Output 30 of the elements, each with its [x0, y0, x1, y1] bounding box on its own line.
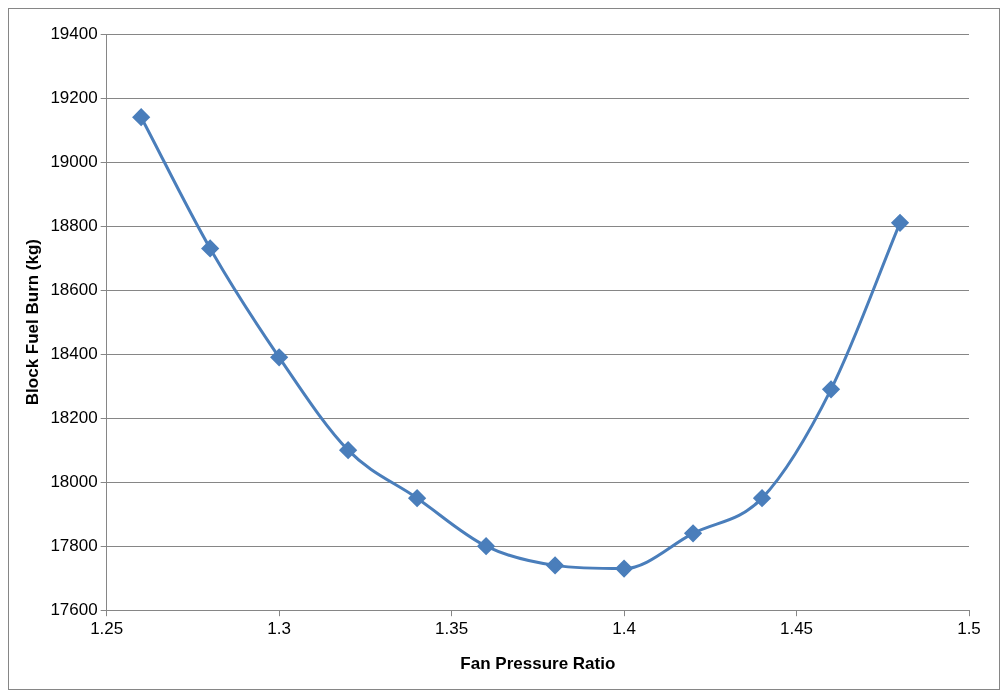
- y-tick-label: 17800: [50, 535, 98, 555]
- y-tick-label: 18200: [50, 407, 98, 427]
- point: [339, 441, 357, 459]
- y-tick-label: 18000: [50, 471, 98, 491]
- x-tick-label: 1.35: [435, 619, 469, 639]
- point: [615, 560, 633, 578]
- point: [891, 214, 909, 232]
- x-tick-label: 1.5: [957, 619, 981, 639]
- x-tick-label: 1.45: [779, 619, 814, 639]
- point: [684, 524, 702, 542]
- x-tick-label: 1.4: [612, 619, 636, 639]
- y-tick-label: 19400: [50, 23, 98, 43]
- y-tick-label: 17600: [50, 599, 98, 619]
- y-tick-label: 18400: [50, 343, 98, 363]
- y-tick-label: 18800: [50, 215, 98, 235]
- point: [132, 108, 150, 126]
- x-tick-label: 1.3: [267, 619, 291, 639]
- point: [822, 380, 840, 398]
- point: [408, 489, 426, 507]
- point: [270, 348, 288, 366]
- point: [201, 239, 219, 257]
- y-tick-label: 18600: [50, 279, 98, 299]
- x-tick-label: 1.25: [90, 619, 124, 639]
- point: [753, 489, 771, 507]
- point: [477, 537, 495, 555]
- x-axis-title: Fan Pressure Ratio: [460, 654, 616, 674]
- y-tick-label: 19200: [50, 87, 98, 107]
- point: [546, 556, 564, 574]
- y-tick-label: 19000: [50, 151, 98, 171]
- y-axis-title: Block Fuel Burn (kg): [22, 238, 42, 406]
